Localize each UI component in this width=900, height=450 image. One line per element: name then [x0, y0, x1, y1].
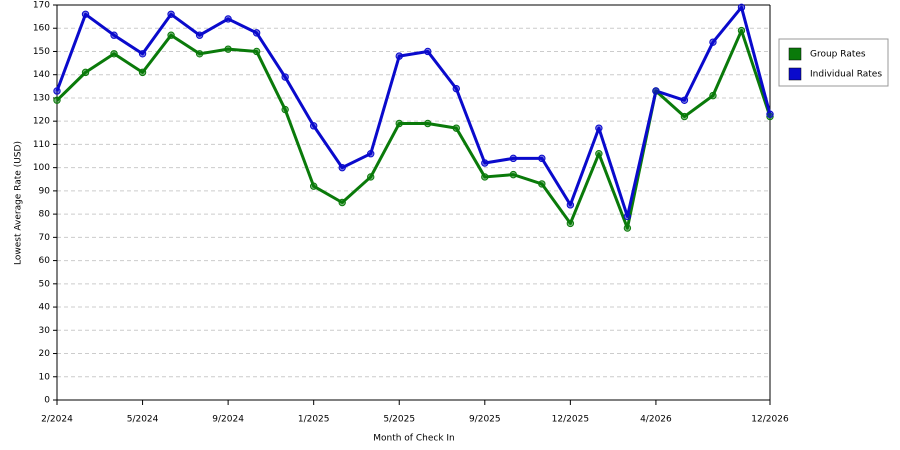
data-point — [709, 91, 717, 100]
x-tick-label: 1/2025 — [298, 415, 330, 425]
data-point — [538, 154, 546, 163]
data-point — [338, 198, 346, 207]
data-point — [309, 182, 318, 190]
y-tick-label: 170 — [33, 1, 50, 11]
data-point — [509, 170, 518, 179]
legend-label: Group Rates — [810, 50, 866, 60]
data-point — [424, 47, 432, 56]
data-point — [138, 68, 147, 77]
data-point — [737, 3, 746, 12]
data-point — [595, 124, 603, 132]
y-tick-label: 90 — [39, 186, 51, 196]
x-axis-title: Month of Check In — [373, 434, 455, 444]
y-tick-label: 20 — [39, 349, 51, 359]
y-axis-title: Lowest Average Rate (USD) — [14, 141, 24, 265]
data-point — [395, 52, 403, 60]
data-point — [766, 110, 774, 118]
data-point — [452, 124, 460, 132]
y-tick-label: 0 — [44, 396, 50, 406]
data-point — [538, 180, 546, 188]
data-point — [110, 31, 118, 39]
x-tick-label: 5/2025 — [383, 415, 415, 425]
x-tick-label: 12/2025 — [552, 415, 589, 425]
series-line — [55, 5, 772, 218]
data-point — [167, 10, 175, 18]
data-point — [595, 150, 603, 158]
x-tick-label: 9/2024 — [212, 415, 244, 425]
data-point — [224, 15, 232, 23]
data-point — [481, 173, 489, 181]
data-point — [367, 173, 375, 181]
x-tick-label: 4/2026 — [640, 415, 672, 425]
y-tick-label: 60 — [39, 256, 51, 266]
y-tick-label: 40 — [39, 303, 51, 313]
legend-swatch — [788, 47, 802, 61]
data-point — [81, 68, 90, 77]
data-point — [281, 73, 289, 81]
data-point — [367, 150, 375, 158]
legend-swatch — [788, 67, 802, 81]
data-point — [509, 154, 518, 163]
y-tick-label: 100 — [33, 163, 50, 173]
y-tick-label: 110 — [33, 140, 50, 150]
data-point — [53, 87, 61, 95]
data-point — [309, 122, 318, 130]
x-tick-label: 12/2026 — [751, 415, 789, 425]
data-point — [281, 105, 289, 114]
data-point — [110, 50, 118, 58]
data-point — [338, 163, 346, 172]
data-point — [452, 84, 460, 93]
data-point — [737, 26, 746, 35]
y-tick-label: 160 — [33, 24, 50, 34]
data-point — [395, 119, 403, 128]
y-tick-label: 150 — [33, 47, 50, 57]
y-tick-label: 30 — [39, 326, 51, 336]
data-point — [623, 212, 632, 221]
y-tick-label: 50 — [39, 279, 51, 289]
data-point — [224, 45, 232, 53]
data-point — [424, 119, 432, 128]
data-point — [81, 10, 90, 18]
y-tick-label: 140 — [33, 70, 50, 80]
data-point — [481, 159, 489, 167]
data-point — [252, 29, 261, 37]
data-point — [680, 96, 689, 104]
x-tick-label: 2/2024 — [41, 415, 73, 425]
data-point — [566, 219, 575, 228]
data-point — [252, 47, 261, 56]
data-point — [566, 201, 575, 209]
plot-area — [57, 5, 770, 400]
data-point — [623, 224, 632, 232]
data-point — [138, 50, 147, 58]
y-tick-label: 80 — [39, 210, 51, 220]
x-tick-label: 5/2024 — [127, 415, 159, 425]
data-point — [652, 87, 660, 95]
data-point — [167, 31, 175, 39]
data-point — [53, 96, 61, 104]
y-tick-label: 130 — [33, 93, 50, 103]
data-point — [195, 31, 204, 39]
legend-label: Individual Rates — [810, 70, 882, 80]
y-tick-label: 120 — [33, 117, 50, 127]
data-point — [709, 38, 717, 46]
y-tick-label: 70 — [39, 233, 51, 243]
y-tick-label: 10 — [39, 372, 51, 382]
x-tick-label: 9/2025 — [469, 415, 501, 425]
data-point — [195, 50, 204, 58]
data-point — [680, 112, 689, 121]
